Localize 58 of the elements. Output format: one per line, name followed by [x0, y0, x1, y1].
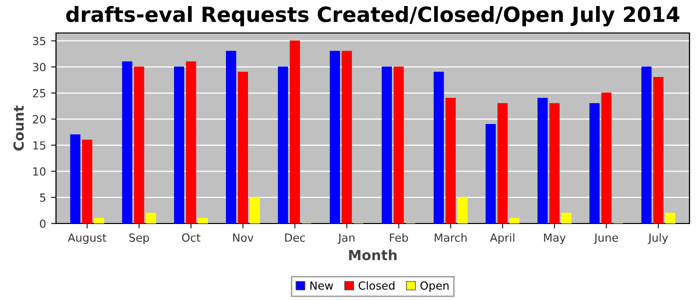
- x-tick-label: Nov: [233, 234, 254, 242]
- x-axis-title: Month: [349, 250, 397, 260]
- y-tick-label: 30: [32, 62, 46, 72]
- x-tick-label: March: [434, 233, 467, 242]
- bar: [434, 72, 444, 224]
- bar: [186, 61, 196, 224]
- x-tick-label: Feb: [390, 233, 408, 242]
- bar: [250, 197, 260, 224]
- bar: [665, 212, 676, 224]
- legend-label: New: [310, 281, 334, 290]
- bar: [226, 50, 236, 224]
- bar: [561, 212, 572, 224]
- bar: [198, 218, 208, 224]
- bar: [134, 66, 144, 224]
- bar: [653, 77, 664, 224]
- x-tick-label: Sep: [129, 233, 149, 244]
- bar: [122, 61, 132, 224]
- bar: [82, 140, 92, 224]
- bar: [342, 50, 352, 224]
- bar: [601, 92, 612, 224]
- bar: [238, 72, 248, 224]
- bar: [290, 40, 300, 224]
- bar: [446, 98, 456, 224]
- bar: [146, 212, 156, 224]
- bar: [538, 98, 548, 224]
- y-tick-label: 20: [32, 115, 46, 124]
- bar: [589, 103, 600, 224]
- y-axis-title: Count: [13, 105, 24, 151]
- bar: [394, 66, 404, 224]
- y-tick-label: 25: [32, 88, 46, 98]
- bar: [382, 66, 392, 224]
- legend-label: Open: [420, 281, 449, 292]
- bar: [509, 218, 520, 224]
- y-tick-label: 0: [40, 219, 46, 228]
- bar: [330, 50, 340, 224]
- bar: [457, 197, 468, 224]
- bar: [549, 103, 560, 224]
- x-tick-label: August: [68, 234, 106, 244]
- x-tick-label: Oct: [182, 233, 200, 242]
- bar: [486, 124, 496, 224]
- bar: [641, 66, 652, 224]
- x-tick-label: Jan: [338, 234, 354, 244]
- bar: [174, 66, 184, 224]
- y-tick-label: 15: [33, 141, 46, 150]
- x-tick-label: July: [648, 233, 668, 244]
- y-tick-label: 5: [40, 194, 46, 202]
- bar: [278, 66, 288, 224]
- bar: [497, 103, 508, 224]
- bar: [70, 134, 80, 224]
- chart-title: drafts-eval Requests Created/Closed/Open July 2014: [66, 6, 680, 26]
- x-tick-label: April: [490, 233, 514, 244]
- y-tick-label: 10: [33, 167, 46, 176]
- x-tick-label: May: [544, 234, 566, 244]
- y-tick-label: 35: [32, 36, 46, 46]
- x-tick-label: Dec: [285, 234, 305, 242]
- legend-label: Closed: [358, 281, 394, 290]
- bar: [94, 218, 104, 224]
- x-tick-label: June: [594, 234, 618, 244]
